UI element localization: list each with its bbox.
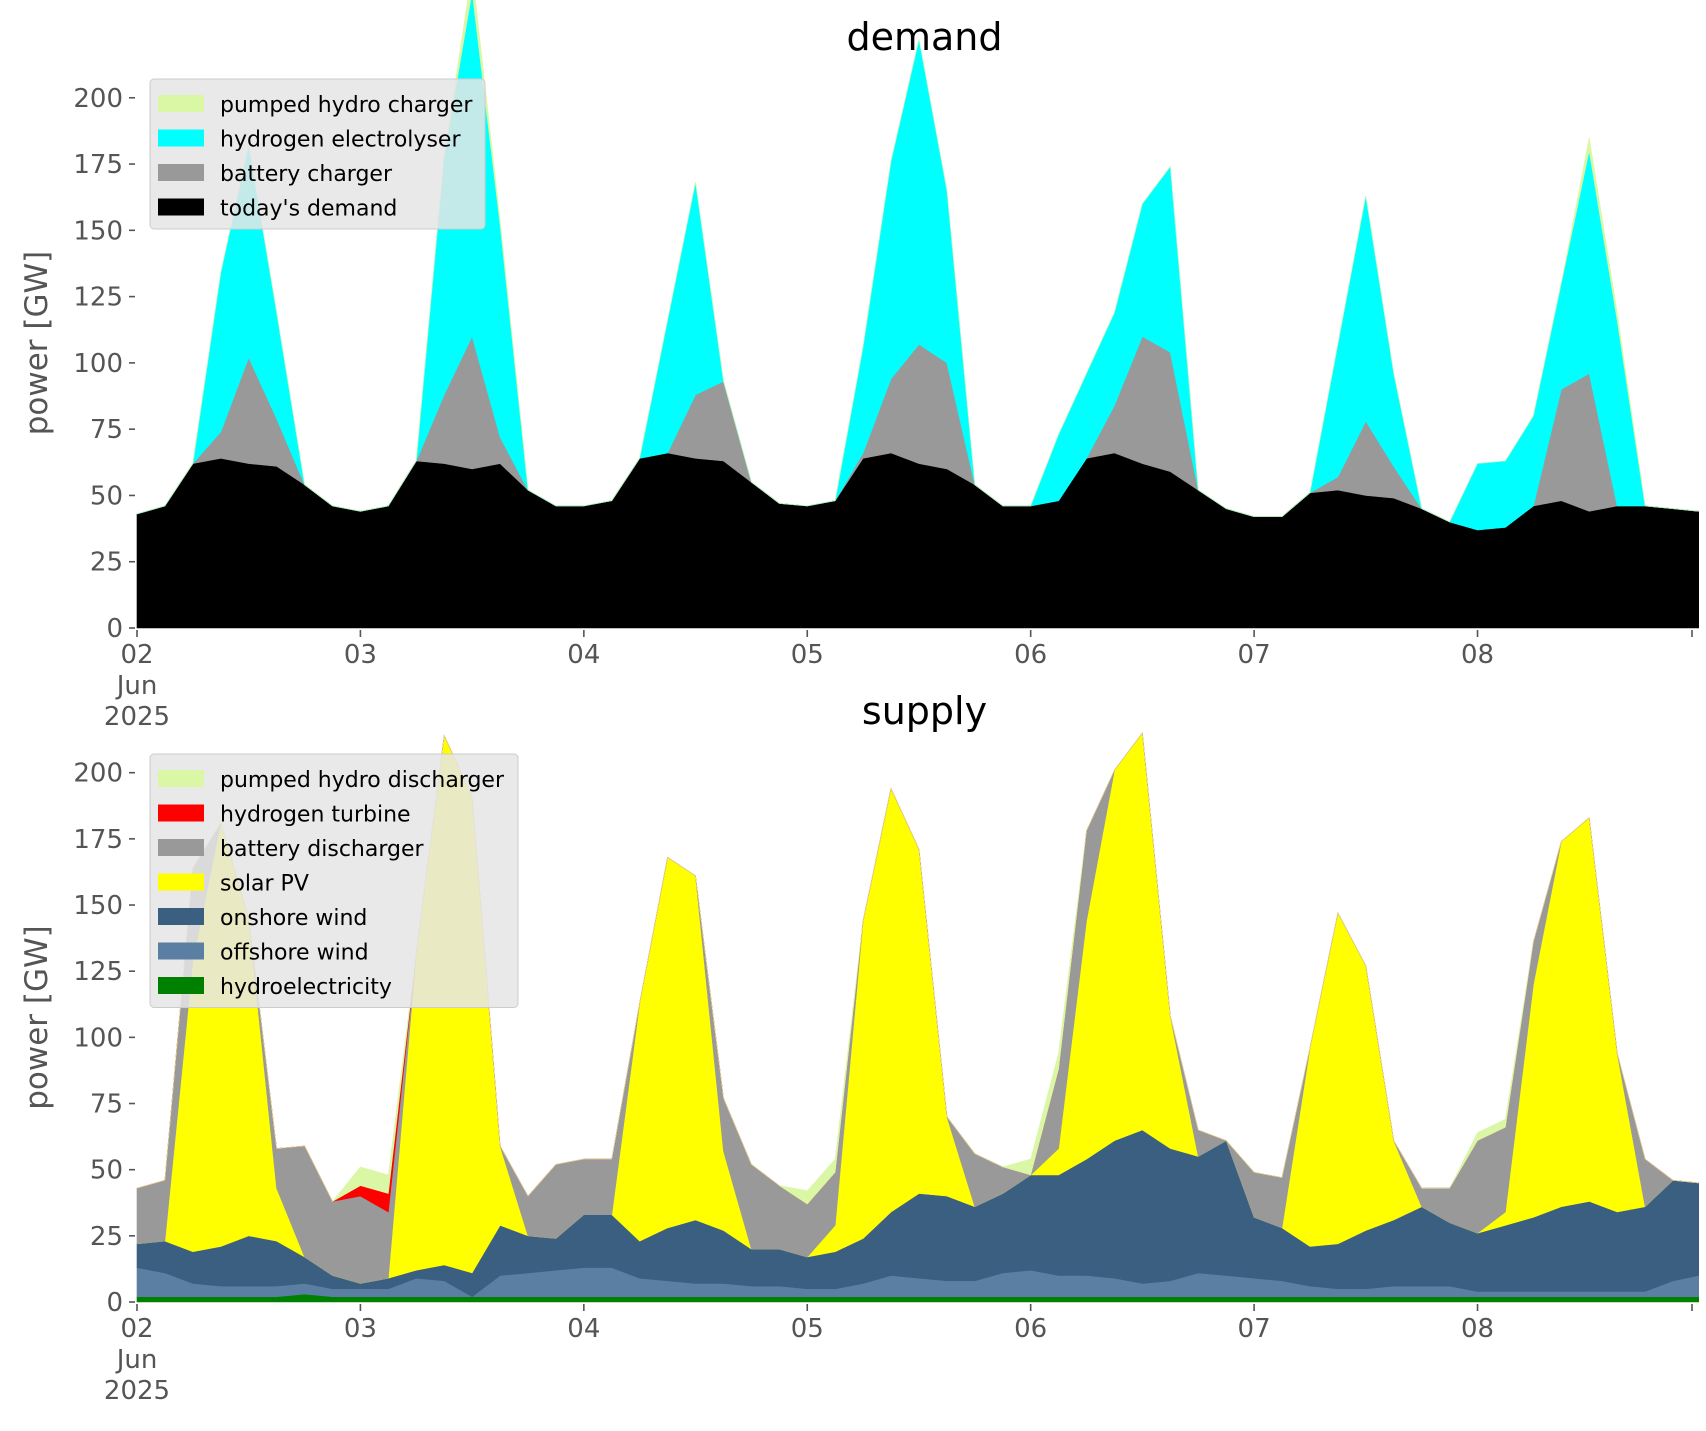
chart-demand: demand 0 25 50 75 100 125 150 175 200 power [GW] 02… xyxy=(19,0,1699,732)
y-tick-label: 50 xyxy=(90,481,123,511)
legend-swatch xyxy=(158,198,204,216)
legend-swatch xyxy=(158,129,204,147)
x-tick-label: 07 xyxy=(1238,640,1271,670)
x-tick-label: 03 xyxy=(344,640,377,670)
chart-title: demand xyxy=(846,15,1002,59)
legend-label: offshore wind xyxy=(220,941,369,966)
x-tick-label: 2025 xyxy=(104,702,170,732)
y-tick-label: 175 xyxy=(73,150,123,180)
x-tick-label: 04 xyxy=(567,1314,600,1344)
x-tick-label: 08 xyxy=(1461,640,1494,670)
legend-label: pumped hydro discharger xyxy=(220,768,505,793)
x-tick-label: 08 xyxy=(1461,1314,1494,1344)
legend-box xyxy=(149,753,519,1008)
legend-label: battery discharger xyxy=(220,837,425,862)
chart-supply: supply 0 25 50 75 100 125 150 175 200 power [GW] 02… xyxy=(19,689,1699,1406)
legend-label: battery charger xyxy=(220,162,393,187)
x-tick-label: 02 xyxy=(120,1314,153,1344)
legend: pumped hydro charger hydrogen electrolyse… xyxy=(149,78,486,230)
area-today-s-demand xyxy=(136,452,1699,629)
y-tick-label: 25 xyxy=(90,1222,123,1252)
y-tick-label: 0 xyxy=(106,614,123,644)
x-tick-label: Jun xyxy=(115,1345,158,1375)
x-tick-label: 05 xyxy=(791,640,824,670)
y-tick-label: 150 xyxy=(73,216,123,246)
legend-label: today's demand xyxy=(220,197,397,222)
legend-swatch xyxy=(158,977,204,994)
legend-label: solar PV xyxy=(220,872,309,897)
y-tick-label: 100 xyxy=(73,1023,123,1053)
legend-box xyxy=(149,78,486,230)
legend-swatch xyxy=(158,804,204,822)
x-tick-label: 02 xyxy=(120,640,153,670)
y-tick-label: 200 xyxy=(73,759,123,789)
x-tick-label: Jun xyxy=(115,671,158,701)
y-axis-label: power [GW] xyxy=(19,925,55,1110)
legend-label: onshore wind xyxy=(220,906,367,931)
legend-label: pumped hydro charger xyxy=(220,93,473,118)
legend-swatch xyxy=(158,770,204,787)
y-tick-label: 175 xyxy=(73,825,123,855)
legend-swatch xyxy=(158,908,204,925)
legend-swatch xyxy=(158,95,204,112)
legend-swatch xyxy=(158,942,204,960)
legend-label: hydrogen turbine xyxy=(220,803,411,828)
legend-swatch xyxy=(158,873,204,891)
y-axis-label: power [GW] xyxy=(19,251,55,436)
y-tick-label: 50 xyxy=(90,1156,123,1186)
y-tick-label: 200 xyxy=(73,84,123,114)
area-pumped-hydro-charger xyxy=(136,0,1699,523)
y-tick-label: 125 xyxy=(73,957,123,987)
chart-title: supply xyxy=(862,689,987,733)
x-tick-label: 03 xyxy=(344,1314,377,1344)
legend-swatch xyxy=(158,164,204,181)
y-tick-label: 25 xyxy=(90,548,123,578)
legend-label: hydrogen electrolyser xyxy=(220,128,461,153)
y-tick-label: 0 xyxy=(106,1288,123,1318)
legend: pumped hydro discharger hydrogen turbine b… xyxy=(149,753,519,1008)
y-tick-label: 150 xyxy=(73,891,123,921)
x-tick-label: 05 xyxy=(791,1314,824,1344)
x-tick-label: 06 xyxy=(1014,1314,1047,1344)
x-tick-label: 2025 xyxy=(104,1376,170,1406)
area-pumped-hydro-discharger xyxy=(136,732,1699,1205)
y-tick-label: 75 xyxy=(90,1090,123,1120)
y-tick-label: 125 xyxy=(73,283,123,313)
legend-swatch xyxy=(158,839,204,856)
y-tick-label: 75 xyxy=(90,415,123,445)
y-tick-label: 100 xyxy=(73,349,123,379)
x-tick-label: 04 xyxy=(567,640,600,670)
x-tick-label: 06 xyxy=(1014,640,1047,670)
legend-label: hydroelectricity xyxy=(220,975,392,1000)
x-tick-label: 07 xyxy=(1238,1314,1271,1344)
